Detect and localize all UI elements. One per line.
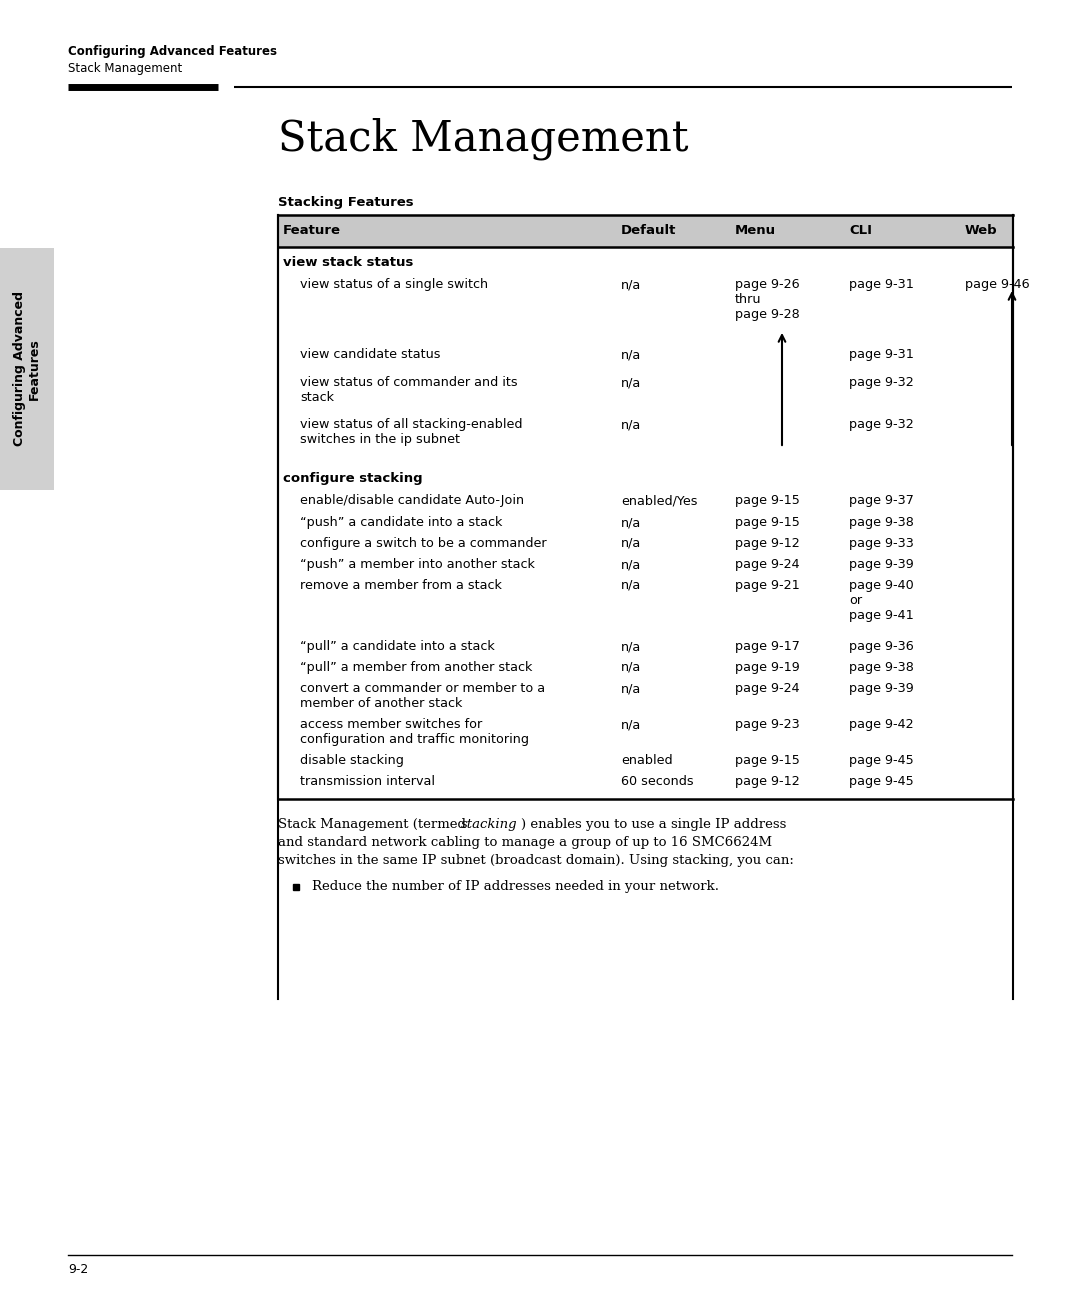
- Text: enabled: enabled: [621, 754, 673, 767]
- Text: page 9-39: page 9-39: [849, 682, 914, 695]
- Text: page 9-15: page 9-15: [735, 494, 800, 507]
- Text: page 9-23: page 9-23: [735, 718, 800, 731]
- Text: page 9-24: page 9-24: [735, 682, 799, 695]
- Text: CLI: CLI: [849, 224, 872, 237]
- Text: page 9-40: page 9-40: [849, 579, 914, 592]
- Text: or: or: [849, 594, 862, 607]
- Text: page 9-31: page 9-31: [849, 279, 914, 292]
- Text: view status of a single switch: view status of a single switch: [300, 279, 488, 292]
- Text: page 9-28: page 9-28: [735, 308, 800, 321]
- Text: n/a: n/a: [621, 279, 642, 292]
- Text: page 9-15: page 9-15: [735, 754, 800, 767]
- Text: page 9-39: page 9-39: [849, 559, 914, 572]
- Text: page 9-17: page 9-17: [735, 640, 800, 653]
- Text: page 9-41: page 9-41: [849, 609, 914, 622]
- Text: n/a: n/a: [621, 718, 642, 731]
- Text: Stack Management: Stack Management: [278, 118, 689, 161]
- Text: access member switches for: access member switches for: [300, 718, 483, 731]
- Text: member of another stack: member of another stack: [300, 697, 462, 710]
- Text: 9-2: 9-2: [68, 1264, 89, 1277]
- Text: page 9-42: page 9-42: [849, 718, 914, 731]
- Text: stack: stack: [300, 391, 334, 404]
- Text: page 9-32: page 9-32: [849, 419, 914, 432]
- Text: n/a: n/a: [621, 559, 642, 572]
- Text: “push” a candidate into a stack: “push” a candidate into a stack: [300, 516, 502, 529]
- Text: view stack status: view stack status: [283, 257, 414, 270]
- Text: Stack Management (termed: Stack Management (termed: [278, 818, 470, 831]
- Text: page 9-36: page 9-36: [849, 640, 914, 653]
- Text: switches in the ip subnet: switches in the ip subnet: [300, 433, 460, 446]
- Text: remove a member from a stack: remove a member from a stack: [300, 579, 502, 592]
- Text: page 9-24: page 9-24: [735, 559, 799, 572]
- Text: Stacking Features: Stacking Features: [278, 196, 414, 209]
- Text: view candidate status: view candidate status: [300, 349, 441, 362]
- Text: ) enables you to use a single IP address: ) enables you to use a single IP address: [521, 818, 786, 831]
- Text: page 9-46: page 9-46: [966, 279, 1029, 292]
- Text: Feature: Feature: [283, 224, 341, 237]
- Text: “push” a member into another stack: “push” a member into another stack: [300, 559, 535, 572]
- Text: page 9-31: page 9-31: [849, 349, 914, 362]
- Text: page 9-26: page 9-26: [735, 279, 799, 292]
- Text: n/a: n/a: [621, 682, 642, 695]
- Text: switches in the same IP subnet (broadcast domain). Using stacking, you can:: switches in the same IP subnet (broadcas…: [278, 854, 794, 867]
- Text: transmission interval: transmission interval: [300, 775, 435, 788]
- Text: enable/disable candidate Auto-Join: enable/disable candidate Auto-Join: [300, 494, 524, 507]
- Text: configuration and traffic monitoring: configuration and traffic monitoring: [300, 734, 529, 746]
- Text: n/a: n/a: [621, 640, 642, 653]
- Text: disable stacking: disable stacking: [300, 754, 404, 767]
- Text: page 9-21: page 9-21: [735, 579, 800, 592]
- Text: view status of commander and its: view status of commander and its: [300, 376, 517, 389]
- Text: n/a: n/a: [621, 349, 642, 362]
- Text: page 9-45: page 9-45: [849, 775, 914, 788]
- Bar: [0, 248, 54, 490]
- Text: enabled/Yes: enabled/Yes: [621, 494, 698, 507]
- Text: n/a: n/a: [621, 661, 642, 674]
- Text: Reduce the number of IP addresses needed in your network.: Reduce the number of IP addresses needed…: [312, 880, 719, 893]
- Text: Menu: Menu: [735, 224, 777, 237]
- Text: Configuring Advanced
Features: Configuring Advanced Features: [13, 292, 41, 447]
- Text: n/a: n/a: [621, 376, 642, 389]
- Text: page 9-33: page 9-33: [849, 537, 914, 550]
- Text: thru: thru: [735, 293, 761, 306]
- Text: page 9-38: page 9-38: [849, 661, 914, 674]
- Text: page 9-12: page 9-12: [735, 775, 800, 788]
- Text: “pull” a member from another stack: “pull” a member from another stack: [300, 661, 532, 674]
- Text: Stack Management: Stack Management: [68, 62, 183, 75]
- Text: Configuring Advanced Features: Configuring Advanced Features: [68, 45, 276, 58]
- Text: page 9-32: page 9-32: [849, 376, 914, 389]
- Text: page 9-19: page 9-19: [735, 661, 800, 674]
- Text: view status of all stacking-enabled: view status of all stacking-enabled: [300, 419, 523, 432]
- Text: and standard network cabling to manage a group of up to 16 SMC6624M: and standard network cabling to manage a…: [278, 836, 772, 849]
- Text: configure stacking: configure stacking: [283, 472, 422, 485]
- Text: n/a: n/a: [621, 419, 642, 432]
- Text: page 9-15: page 9-15: [735, 516, 800, 529]
- Text: n/a: n/a: [621, 516, 642, 529]
- Text: Web: Web: [966, 224, 998, 237]
- Bar: [278, 215, 1013, 248]
- Text: 60 seconds: 60 seconds: [621, 775, 693, 788]
- Text: Default: Default: [621, 224, 676, 237]
- Text: stacking: stacking: [461, 818, 517, 831]
- Text: n/a: n/a: [621, 579, 642, 592]
- Text: convert a commander or member to a: convert a commander or member to a: [300, 682, 545, 695]
- Text: n/a: n/a: [621, 537, 642, 550]
- Text: page 9-12: page 9-12: [735, 537, 800, 550]
- Text: “pull” a candidate into a stack: “pull” a candidate into a stack: [300, 640, 495, 653]
- Text: configure a switch to be a commander: configure a switch to be a commander: [300, 537, 546, 550]
- Text: page 9-37: page 9-37: [849, 494, 914, 507]
- Text: page 9-38: page 9-38: [849, 516, 914, 529]
- Text: page 9-45: page 9-45: [849, 754, 914, 767]
